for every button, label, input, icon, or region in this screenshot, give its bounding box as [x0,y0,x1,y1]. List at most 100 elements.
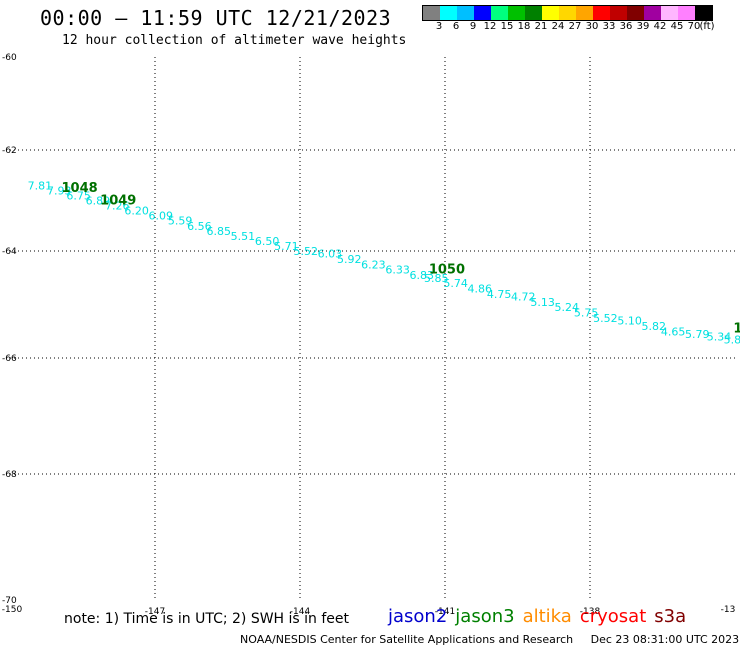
swh-value-label: 6.75 [66,189,91,202]
swh-value-label: 5.8 [724,333,740,346]
colorbar-label: 33 [602,21,616,32]
colorbar-label: 70 [687,21,701,32]
x-tick-label: -138 [580,607,601,617]
x-tick-label: -13 [721,605,736,615]
colorbar-label: 45 [670,21,684,32]
colorbar-label: 27 [568,21,582,32]
pass-number-label: 1050 [429,263,465,278]
swh-value-label: 6.56 [187,220,212,233]
swh-value-label: 7.81 [28,179,52,192]
colorbar-swatch [525,6,542,20]
colorbar-label: (ft) [699,21,715,32]
map-subtitle: 12 hour collection of altimeter wave hei… [62,33,407,48]
swh-value-label: 6.83 [410,269,435,282]
colorbar-label: 36 [619,21,633,32]
swh-value-label: 5.79 [685,328,710,341]
colorbar-swatch [474,6,491,20]
swh-value-label: 5.82 [642,320,667,333]
swh-value-label: 7.93 [47,184,72,197]
colorbar-swatch [491,6,508,20]
colorbar-swatch [559,6,576,20]
swh-value-label: 6.20 [124,205,149,218]
y-tick-label: -70 [2,596,17,606]
pass-number-label: 1048 [62,181,98,196]
credit-organization: NOAA/NESDIS Center for Satellite Applica… [240,633,574,646]
axis-tick-labels: -150 -147 -144 -141 -138 -13 -60 -62 -64 -66 -68 -7… [2,53,736,617]
colorbar-label: 21 [534,21,548,32]
swh-value-label: 5.10 [617,315,642,328]
swh-colorbar [422,5,713,21]
swh-value-label: 6.85 [207,225,232,238]
swh-value-label: 5.13 [530,296,555,309]
swh-value-label: 5.71 [274,240,299,253]
colorbar-label: 12 [483,21,497,32]
swh-value-label: 5.34 [707,331,732,344]
colorbar-swatch [423,6,440,20]
colorbar-swatch [661,6,678,20]
y-tick-label: -64 [2,247,17,257]
swh-value-label: 5.74 [443,277,468,290]
colorbar-label: 6 [452,21,460,32]
swh-value-label: 6.89 [86,195,111,208]
swh-value-label: 6.50 [255,235,279,248]
swh-value-label: 6.23 [361,258,386,271]
swh-value-label: 4.72 [511,290,536,303]
colorbar-swatch [695,6,712,20]
swh-value-label: 5.92 [337,253,362,266]
swh-value-label: 5.85 [424,272,449,285]
colorbar-label: 39 [636,21,650,32]
x-tick-label: -141 [435,607,455,617]
satellite-legend-item: jason2 [388,606,448,627]
satellite-legend-item: s3a [654,606,687,627]
swh-value-label: 4.75 [487,288,512,301]
footer-note: note: 1) Time is in UTC; 2) SWH is in fe… [64,611,350,627]
satellite-legend-item: jason3 [455,606,515,627]
map-title: 00:00 – 11:59 UTC 12/21/2023 [40,6,392,30]
colorbar-swatch [610,6,627,20]
swh-value-label: 5.75 [574,307,599,320]
credit-line: NOAA/NESDIS Center for Satellite Applica… [240,633,740,646]
colorbar-swatch [508,6,525,20]
colorbar-swatch [593,6,610,20]
swh-value-label: 5.24 [555,301,580,314]
swh-value-label: 4.86 [468,282,493,295]
swh-value-label: 5.52 [294,245,319,258]
x-tick-label: -144 [290,607,311,617]
swh-value-label: 5.51 [231,230,256,243]
colorbar-label: 24 [551,21,565,32]
satellite-legend-item: cryosat [579,606,647,627]
pass-number-label: 1049 [100,194,136,209]
swh-value-label: 6.09 [149,210,174,223]
satellite-legend: jason2 jason3 altika cryosat s3a [388,606,694,627]
swh-value-label: 6.03 [318,248,343,261]
colorbar-swatch [644,6,661,20]
map-grid [10,57,735,600]
colorbar-label: 15 [500,21,514,32]
colorbar-swatch [627,6,644,20]
swh-value-label: 5.59 [168,215,193,228]
colorbar-swatch [440,6,457,20]
swh-value-label: 7.26 [105,200,130,213]
y-tick-label: -68 [2,470,17,480]
y-tick-label: -66 [2,354,17,364]
colorbar-label: 3 [435,21,443,32]
credit-timestamp: Dec 23 08:31:00 UTC 2023 [590,633,740,646]
colorbar-label: 42 [653,21,667,32]
colorbar-swatch [542,6,559,20]
swh-colorbar-labels: 3 6 9 12 15 18 21 24 27 30 33 36 39 42 45 70 (ft) [422,21,740,35]
y-tick-label: -62 [2,146,17,156]
colorbar-label: 18 [517,21,531,32]
x-tick-label: -150 [2,605,23,615]
swh-value-label: 4.65 [661,325,686,338]
colorbar-label: 9 [469,21,477,32]
satellite-legend-item: altika [522,606,572,627]
swh-value-label: 5.52 [593,312,618,325]
colorbar-swatch [576,6,593,20]
swh-value-label: 6.33 [385,264,410,277]
swh-points: 7.817.936.756.897.266.20 6.095.596.566.85… [28,179,740,346]
colorbar-swatch [457,6,474,20]
x-tick-label: -147 [145,607,165,617]
colorbar-label: 30 [585,21,599,32]
